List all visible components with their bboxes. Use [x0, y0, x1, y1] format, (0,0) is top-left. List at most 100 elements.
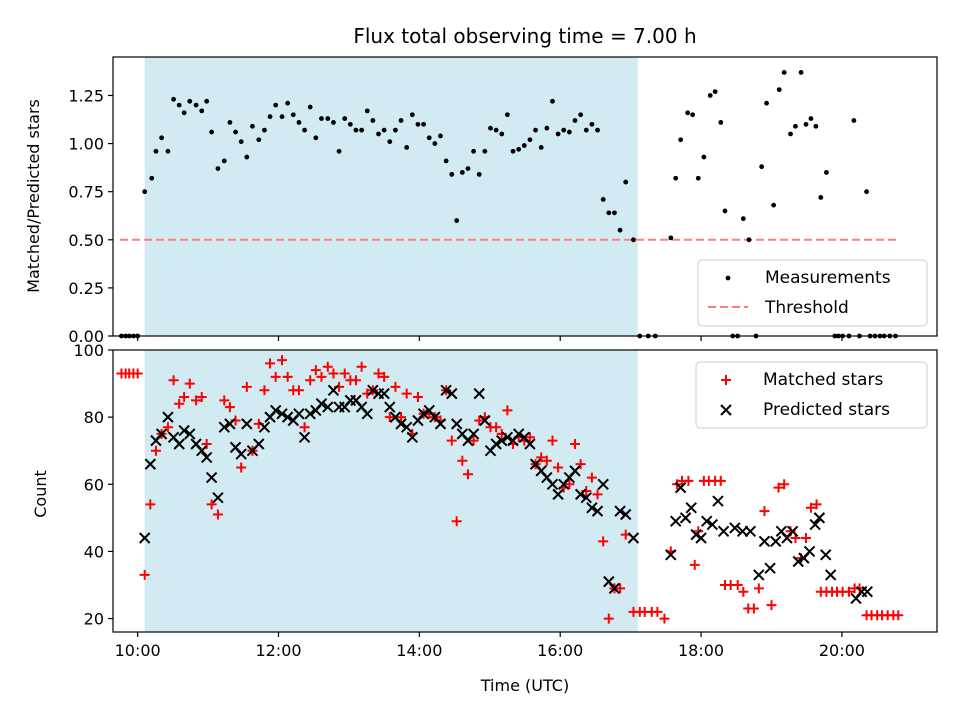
data-point	[510, 148, 516, 154]
data-point	[378, 387, 390, 400]
x-tick-label: 16:00	[537, 641, 583, 660]
data-point	[390, 381, 401, 392]
data-point	[267, 114, 273, 120]
data-point	[864, 189, 869, 195]
data-point	[387, 139, 393, 145]
data-point	[370, 118, 376, 123]
data-point	[668, 235, 674, 241]
data-point	[476, 171, 482, 177]
data-point	[168, 375, 179, 386]
data-point	[496, 434, 508, 447]
data-point	[347, 121, 353, 127]
data-point	[583, 127, 589, 133]
data-point	[438, 133, 443, 139]
data-point	[738, 586, 749, 597]
data-point	[302, 127, 307, 133]
data-point	[491, 422, 502, 433]
y-tick-label: 60	[84, 475, 104, 494]
data-point	[281, 411, 294, 423]
data-point	[690, 112, 696, 118]
data-point	[824, 569, 837, 581]
data-point	[740, 216, 746, 222]
data-point	[196, 392, 207, 402]
legend-marker-plus	[721, 375, 731, 385]
series-predicted-stars	[138, 384, 873, 605]
data-point	[196, 445, 208, 457]
data-point	[620, 508, 632, 521]
data-point	[367, 384, 379, 396]
data-point	[820, 549, 832, 561]
data-point	[474, 415, 485, 426]
data-point	[400, 421, 413, 433]
data-point	[212, 492, 224, 504]
data-point	[299, 422, 310, 433]
data-point	[279, 114, 285, 120]
data-point	[256, 137, 262, 143]
data-point	[813, 123, 819, 129]
data-point	[155, 428, 168, 440]
data-point	[432, 141, 438, 146]
data-point	[516, 146, 522, 152]
data-point	[712, 495, 724, 507]
data-point	[544, 125, 550, 131]
legend-marker-cross	[720, 404, 732, 416]
data-point	[824, 170, 829, 175]
data-point	[451, 516, 462, 527]
data-point	[406, 431, 419, 443]
data-point	[373, 368, 384, 379]
data-point	[446, 435, 457, 446]
data-point	[339, 368, 350, 379]
y-tick-label: 0.00	[68, 327, 104, 346]
data-point	[700, 515, 713, 527]
y-tick-label: 1.25	[68, 86, 104, 105]
data-point	[617, 227, 623, 233]
data-point	[674, 481, 687, 494]
data-point	[550, 98, 555, 104]
data-point	[586, 472, 597, 483]
data-point	[488, 125, 493, 131]
data-point	[401, 388, 412, 399]
data-point	[258, 421, 271, 433]
data-point	[811, 499, 822, 510]
x-tick-label: 20:00	[819, 641, 865, 660]
data-point	[471, 148, 476, 154]
data-point	[350, 375, 361, 386]
legend-marker-dot	[725, 275, 731, 281]
legend-label: Measurements	[765, 268, 891, 288]
x-tick-label: 18:00	[678, 641, 724, 660]
data-point	[561, 127, 567, 133]
data-point	[612, 210, 617, 216]
data-point	[193, 102, 199, 108]
data-point	[199, 108, 205, 114]
data-point	[327, 384, 340, 396]
data-point	[504, 112, 510, 118]
data-point	[746, 237, 752, 243]
data-point	[753, 569, 765, 581]
y-tick-label: 1.00	[68, 135, 104, 154]
data-point	[200, 451, 213, 464]
data-point	[417, 408, 430, 420]
series-measurements	[119, 69, 898, 339]
data-point	[434, 418, 447, 430]
data-point	[184, 428, 196, 440]
data-point	[310, 365, 321, 376]
data-point	[162, 422, 173, 433]
data-point	[479, 414, 491, 427]
data-point	[396, 412, 407, 423]
data-point	[149, 175, 155, 181]
data-point	[313, 135, 319, 141]
data-point	[501, 431, 514, 443]
y-tick-label: 100	[73, 341, 104, 360]
data-point	[759, 506, 770, 517]
data-point	[395, 418, 407, 430]
data-point	[265, 358, 276, 369]
data-point	[893, 610, 904, 621]
data-point	[482, 148, 488, 154]
data-point	[142, 189, 148, 195]
data-point	[701, 154, 707, 160]
data-point	[298, 431, 311, 443]
data-point	[144, 458, 157, 470]
chart-title: Flux total observing time = 7.00 h	[353, 24, 696, 48]
observing-window-shade	[144, 57, 638, 336]
data-point	[253, 438, 265, 450]
